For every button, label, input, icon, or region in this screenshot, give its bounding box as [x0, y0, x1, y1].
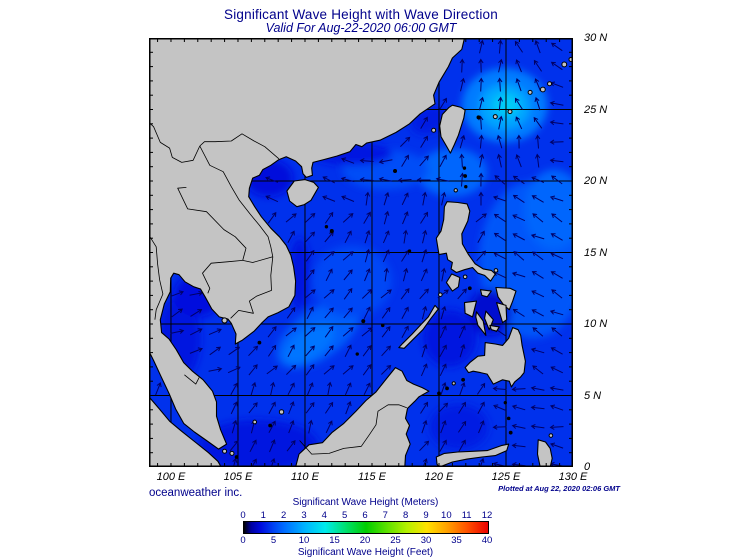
lat-tick-label: 15 N: [584, 246, 608, 259]
colorbar-feet-tick: 0: [240, 535, 246, 546]
colorbar-gradient: [243, 521, 489, 534]
colorbar-meters-tick: 5: [342, 510, 348, 521]
colorbar-meters-tick: 8: [403, 510, 409, 521]
lat-tick-label: 20 N: [584, 175, 608, 187]
colorbar-feet-tick: 15: [329, 535, 340, 546]
colorbar-feet-tick: 40: [481, 535, 493, 546]
lat-tick-label: 5 N: [584, 389, 602, 402]
colorbar-feet-tick: 5: [270, 535, 277, 546]
colorbar-meters-tick: 9: [423, 510, 429, 521]
colorbar-feet-tick: 25: [390, 535, 401, 546]
colorbar-meters-tick: 12: [481, 510, 493, 521]
plotted-at-text: Plotted at Aug 22, 2020 02:06 GMT: [498, 484, 620, 493]
lon-tick-label: 115 E: [358, 471, 386, 483]
lon-tick-label: 100 E: [156, 471, 186, 483]
colorbar-meters-tick: 10: [441, 510, 452, 521]
colorbar-meters-tick: 11: [461, 510, 472, 521]
chart-title: Significant Wave Height with Wave Direct…: [224, 7, 498, 22]
colorbar-feet-tick: 10: [298, 535, 310, 546]
lon-tick-label: 120 E: [424, 471, 454, 483]
lat-tick-label: 0: [584, 461, 591, 473]
lon-tick-label: 110 E: [291, 471, 319, 483]
lat-tick-label: 10 N: [584, 318, 608, 330]
colorbar-feet-tick: 30: [420, 535, 432, 546]
colorbar-meters-tick: 2: [281, 510, 287, 521]
lat-tick-label: 25 N: [584, 103, 608, 116]
chart-subtitle: Valid For Aug-22-2020 06:00 GMT: [265, 21, 457, 35]
colorbar-meters-tick: 3: [301, 510, 307, 521]
lon-tick-label: 105 E: [223, 471, 253, 483]
colorbar-feet-title: Significant Wave Height (Feet): [297, 547, 434, 558]
lon-tick-label: 130 E: [558, 471, 588, 483]
lat-tick-label: 30 N: [584, 32, 608, 44]
colorbar-meters-tick: 0: [240, 510, 246, 521]
map-canvas: [149, 38, 573, 467]
colorbar-meters-title: Significant Wave Height (Meters): [292, 497, 439, 508]
colorbar-feet-tick: 20: [359, 535, 371, 546]
colorbar-feet-tick: 35: [451, 535, 462, 546]
colorbar-meters-tick: 6: [362, 510, 368, 521]
colorbar-meters-tick: 4: [321, 510, 327, 521]
colorbar-meters-tick: 7: [382, 510, 388, 521]
colorbar-meters-tick: 1: [260, 510, 266, 521]
credit-text: oceanweather inc.: [149, 487, 243, 499]
lon-tick-label: 125 E: [491, 471, 521, 483]
